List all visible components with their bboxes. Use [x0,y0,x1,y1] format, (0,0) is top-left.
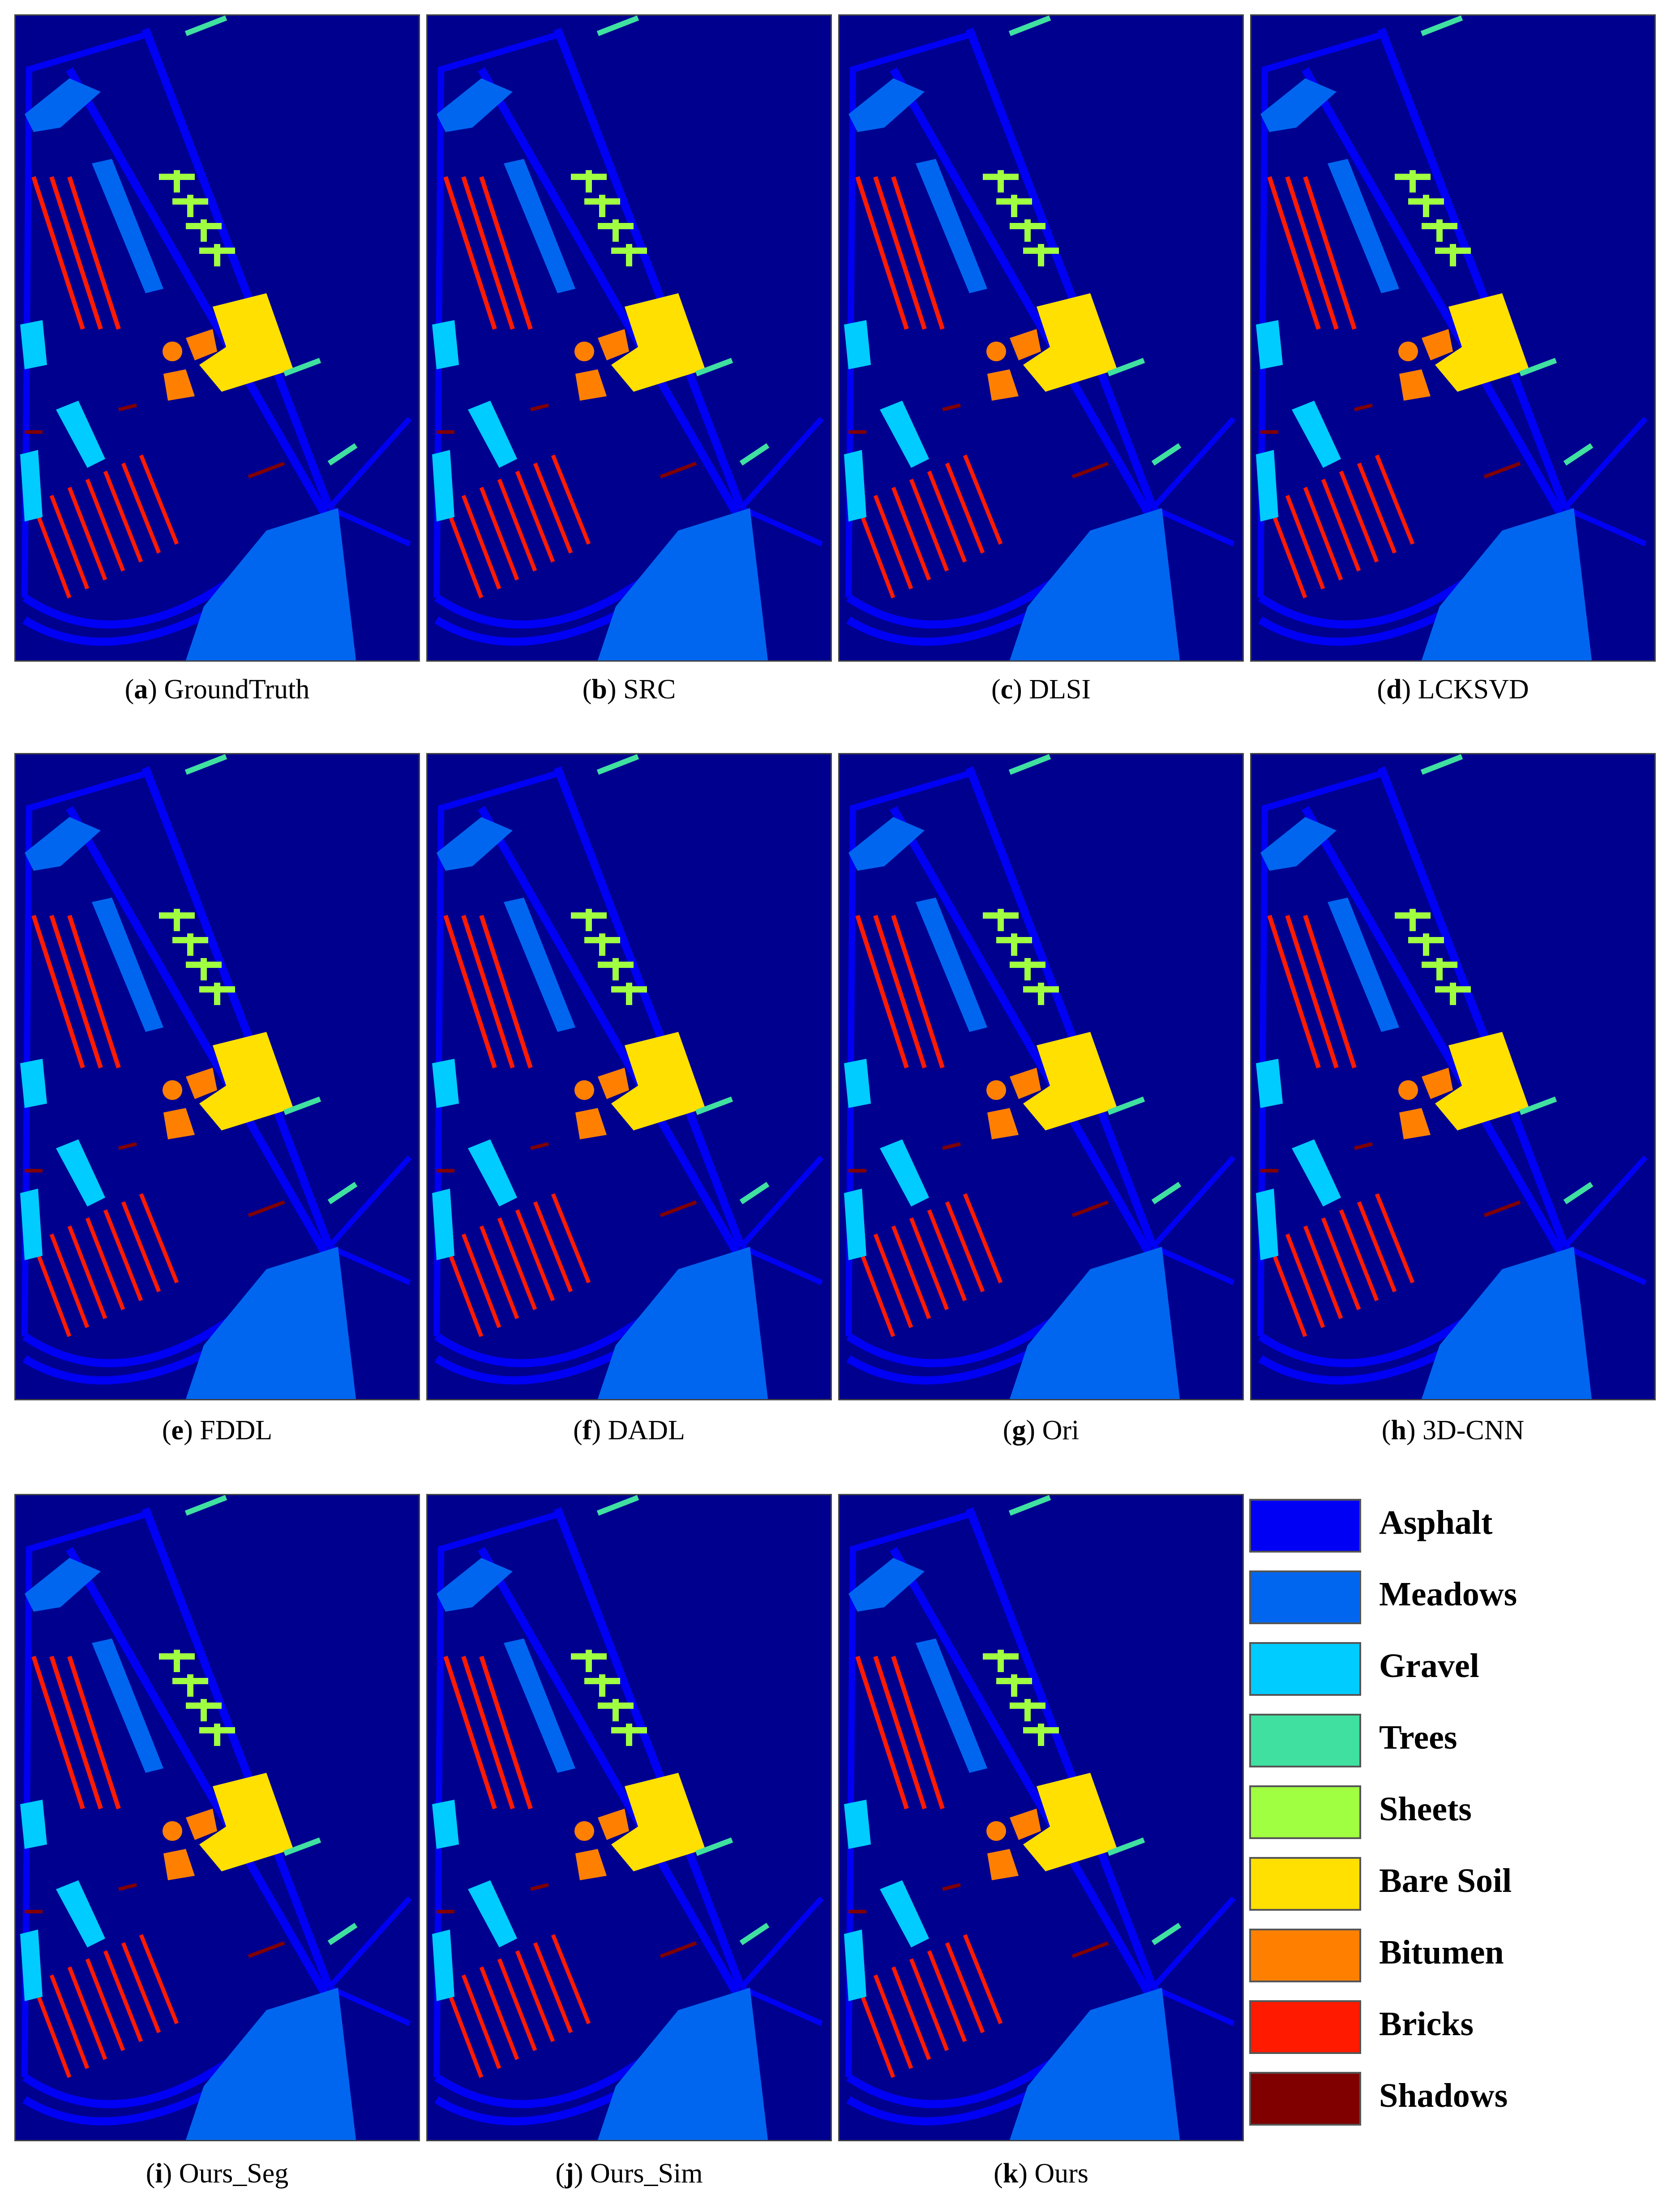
panel-i-image [14,1494,420,2141]
legend-label-bare-soil: Bare Soil [1379,1862,1512,1900]
caption-c: (c) DLSI [991,674,1091,705]
legend-item-trees: Trees [1249,1710,1652,1773]
caption-k: (k) Ours [994,2158,1088,2189]
legend-item-bitumen: Bitumen [1249,1925,1652,1988]
panel-d-image [1250,14,1656,662]
legend-item-bare-soil: Bare Soil [1249,1853,1652,1916]
caption-i: (i) Ours_Seg [146,2158,289,2189]
legend-swatch-meadows [1249,1570,1361,1624]
panel-a-image [14,14,420,662]
caption-g: (g) Ori [1003,1415,1080,1446]
legend-swatch-bitumen [1249,1929,1361,1982]
panel-b-image [426,14,832,662]
legend-label-bitumen: Bitumen [1379,1934,1504,1971]
legend-swatch-gravel [1249,1642,1361,1696]
panel-k-image [838,1494,1244,2141]
legend-item-asphalt: Asphalt [1249,1495,1652,1558]
caption-b: (b) SRC [582,674,676,705]
caption-h: (h) 3D-CNN [1381,1415,1525,1446]
legend-label-gravel: Gravel [1379,1647,1479,1685]
caption-a: (a) GroundTruth [124,674,310,705]
legend-item-meadows: Meadows [1249,1567,1652,1630]
legend-label-meadows: Meadows [1379,1575,1517,1613]
legend-item-shadows: Shadows [1249,2068,1652,2131]
legend-swatch-bricks [1249,2000,1361,2054]
caption-d: (d) LCKSVD [1377,674,1529,705]
panel-j-image [426,1494,832,2141]
legend-label-bricks: Bricks [1379,2005,1474,2043]
panel-c-image [838,14,1244,662]
legend-swatch-asphalt [1249,1499,1361,1553]
legend-item-bricks: Bricks [1249,1997,1652,2059]
class-legend: Asphalt Meadows Gravel Trees Sheets Bare… [1249,1495,1652,2140]
caption-f: (f) DADL [573,1415,685,1446]
legend-swatch-shadows [1249,2072,1361,2126]
caption-j: (j) Ours_Sim [555,2158,703,2189]
legend-item-gravel: Gravel [1249,1639,1652,1701]
legend-swatch-sheets [1249,1785,1361,1839]
legend-item-sheets: Sheets [1249,1782,1652,1844]
legend-label-sheets: Sheets [1379,1790,1472,1828]
legend-label-trees: Trees [1379,1719,1457,1756]
legend-swatch-bare-soil [1249,1857,1361,1911]
panel-e-image [14,753,420,1400]
legend-swatch-trees [1249,1714,1361,1767]
caption-e: (e) FDDL [162,1415,273,1446]
panel-f-image [426,753,832,1400]
legend-label-asphalt: Asphalt [1379,1504,1493,1541]
legend-label-shadows: Shadows [1379,2077,1508,2114]
panel-g-image [838,753,1244,1400]
panel-h-image [1250,753,1656,1400]
